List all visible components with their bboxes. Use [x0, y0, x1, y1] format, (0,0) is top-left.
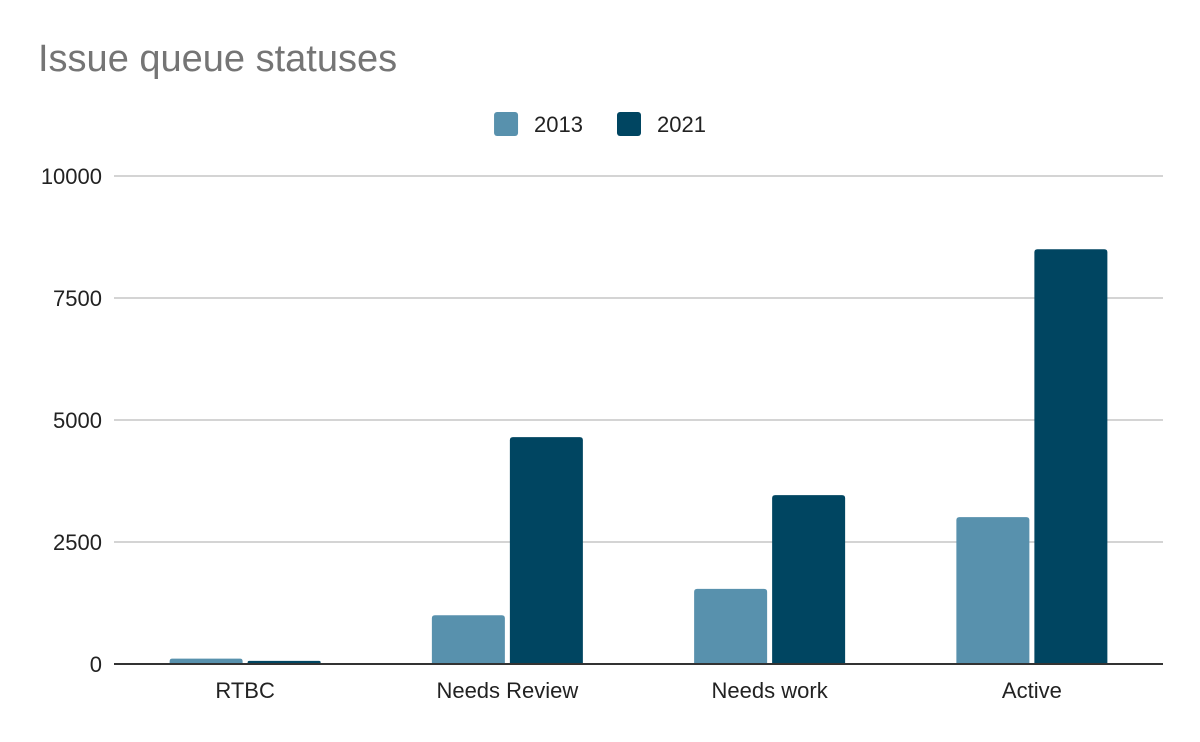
- y-tick-label: 10000: [41, 164, 102, 189]
- legend-item-2013: 2013: [494, 112, 583, 137]
- bar-2021-active: [1034, 249, 1108, 664]
- legend: 2013 2021: [494, 112, 706, 137]
- x-tick-label: RTBC: [215, 678, 275, 703]
- bars: [169, 249, 1108, 664]
- legend-swatch: [494, 112, 519, 136]
- y-tick-label: 0: [90, 652, 102, 677]
- x-tick-label: Active: [1002, 678, 1062, 703]
- x-tick-label: Needs work: [712, 678, 829, 703]
- gridlines: [114, 175, 1163, 543]
- legend-label: 2013: [534, 112, 583, 137]
- bar-2021-needs-review: [509, 437, 583, 664]
- bar-2013-rtbc: [169, 658, 243, 664]
- bar-2021-needs-work: [772, 495, 846, 664]
- bar-2013-needs-review: [431, 615, 505, 664]
- legend-label: 2021: [657, 112, 706, 137]
- x-tick-label: Needs Review: [436, 678, 578, 703]
- bar-2013-active: [956, 517, 1030, 664]
- axes: 0 2500 5000 7500 10000 RTBC Needs Review Needs …: [41, 164, 1163, 703]
- y-tick-label: 2500: [53, 530, 102, 555]
- y-tick-label: 7500: [53, 286, 102, 311]
- y-tick-label: 5000: [53, 408, 102, 433]
- legend-item-2021: 2021: [617, 112, 706, 137]
- bar-2013-needs-work: [694, 588, 768, 664]
- chart-title: Issue queue statuses: [38, 38, 398, 80]
- legend-swatch: [617, 112, 641, 136]
